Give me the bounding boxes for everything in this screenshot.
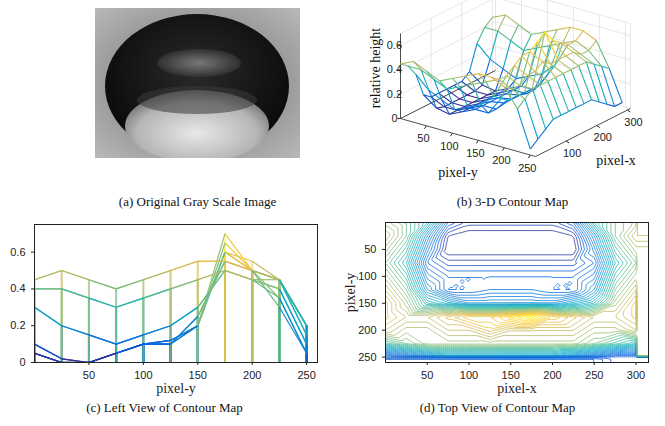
svg-text:300: 300 [627, 369, 645, 381]
svg-text:200: 200 [543, 369, 561, 381]
svg-text:200: 200 [358, 324, 376, 336]
svg-text:50: 50 [417, 132, 429, 144]
svg-text:0.2: 0.2 [10, 319, 25, 331]
svg-text:150: 150 [502, 369, 520, 381]
svg-text:pixel-y: pixel-y [156, 381, 196, 396]
svg-text:100: 100 [134, 369, 152, 381]
svg-text:300: 300 [624, 116, 642, 128]
svg-text:pixel-x: pixel-x [497, 381, 537, 396]
svg-text:200: 200 [492, 154, 510, 166]
svg-text:100: 100 [358, 270, 376, 282]
svg-text:150: 150 [358, 297, 376, 309]
svg-text:0.6: 0.6 [10, 246, 25, 258]
svg-text:pixel-y: pixel-y [438, 165, 478, 180]
svg-text:0.4: 0.4 [387, 63, 402, 75]
html-text:(d) Top View of Contour Map: (d) Top View of Contour Map [419, 400, 576, 415]
svg-text:50: 50 [83, 369, 95, 381]
svg-text:100: 100 [460, 369, 478, 381]
svg-text:0: 0 [391, 112, 397, 124]
svg-text:200: 200 [594, 131, 612, 143]
svg-text:0.6: 0.6 [387, 39, 402, 51]
svg-text:150: 150 [466, 147, 484, 159]
svg-text:250: 250 [297, 369, 315, 381]
svg-text:pixel-y: pixel-y [343, 273, 358, 313]
svg-text:0.2: 0.2 [387, 88, 402, 100]
svg-text:200: 200 [243, 369, 261, 381]
svg-text:100: 100 [563, 147, 581, 159]
svg-text:150: 150 [189, 369, 207, 381]
svg-text:50: 50 [364, 243, 376, 255]
html-text:(b) 3-D Contour Map: (b) 3-D Contour Map [456, 194, 569, 209]
svg-text:250: 250 [585, 369, 603, 381]
svg-text:0: 0 [19, 356, 25, 368]
svg-text:50: 50 [421, 369, 433, 381]
svg-text:0.4: 0.4 [10, 282, 25, 294]
html-text:(c) Left View of Contour Map: (c) Left View of Contour Map [86, 400, 243, 415]
svg-text:250: 250 [358, 351, 376, 363]
svg-text:100: 100 [440, 140, 458, 152]
html-text:(a) Original Gray Scale Image: (a) Original Gray Scale Image [118, 194, 277, 209]
svg-text:pixel-x: pixel-x [596, 153, 636, 168]
svg-text:250: 250 [518, 162, 536, 174]
svg-text:relative height: relative height [368, 28, 383, 109]
